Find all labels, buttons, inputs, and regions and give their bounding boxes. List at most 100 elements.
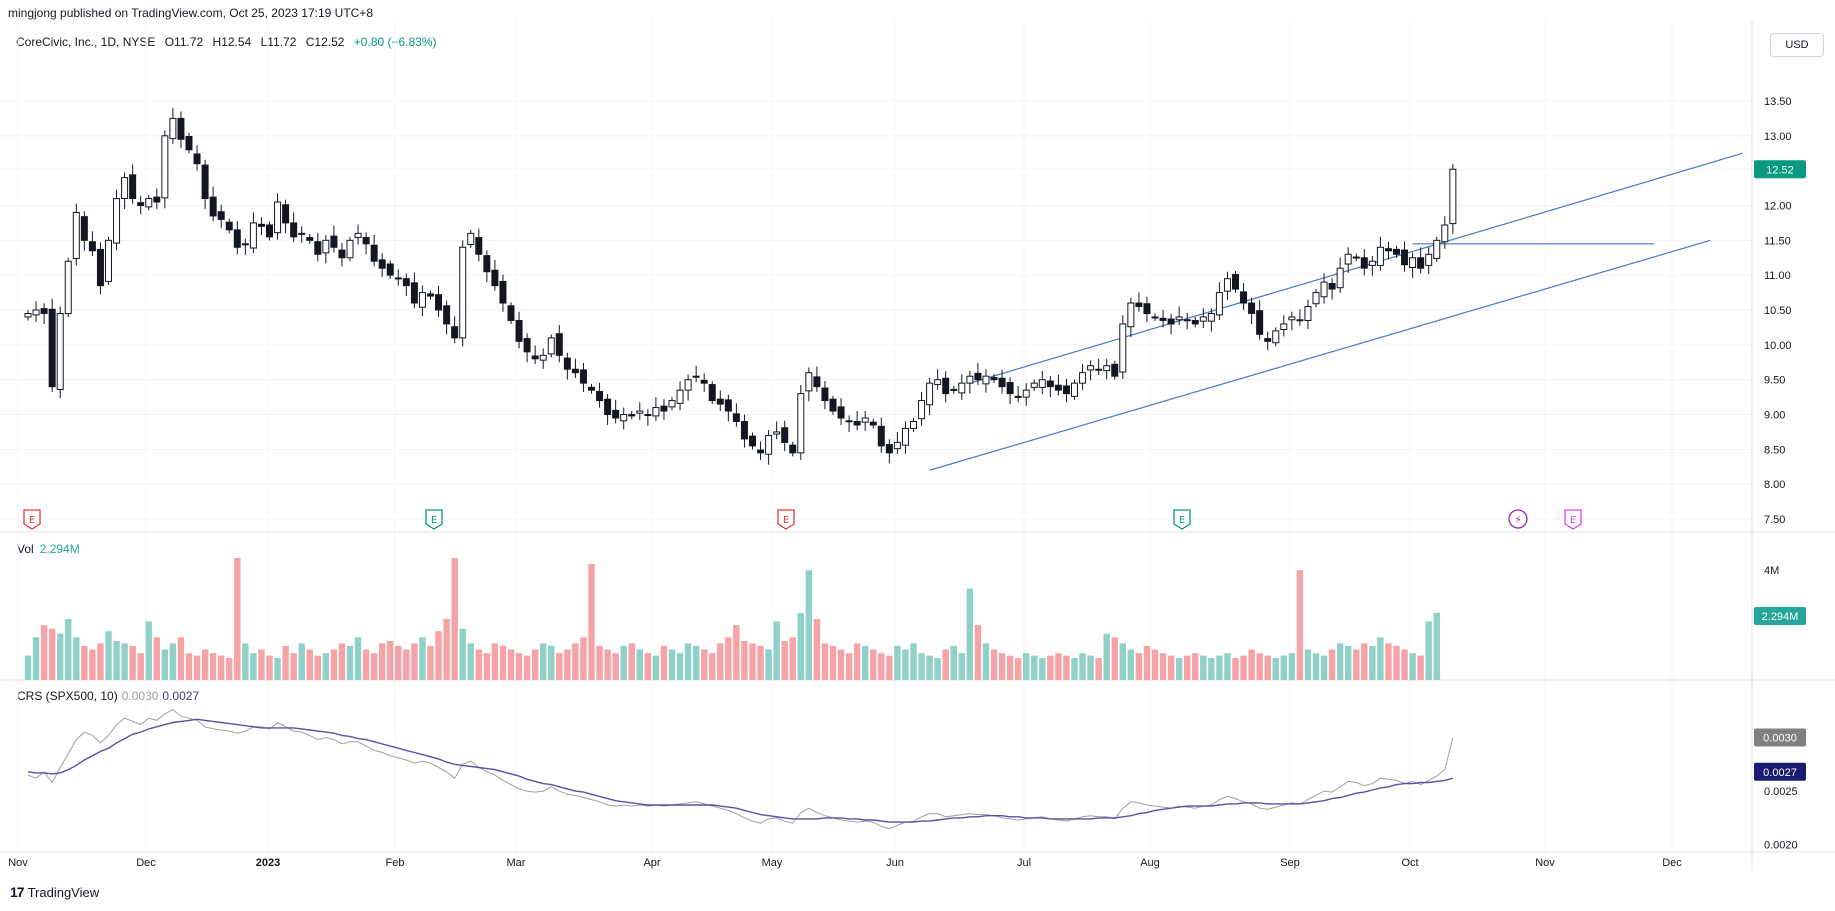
volume-bar (1103, 633, 1110, 680)
volume-bar (113, 640, 120, 680)
currency-button[interactable]: USD (1770, 33, 1824, 57)
candle-body (1183, 319, 1191, 322)
volume-bar (266, 655, 273, 680)
volume-bar (483, 653, 491, 680)
volume-bar (209, 653, 217, 680)
candle-body (233, 229, 241, 248)
candle (1095, 358, 1103, 376)
channel-upper (969, 152, 1743, 384)
candle (169, 107, 177, 144)
candle-body (427, 293, 434, 297)
candle-body (459, 246, 467, 339)
candle (684, 374, 692, 401)
candle (1360, 249, 1368, 276)
volume-bar (636, 649, 643, 680)
candle-body (692, 375, 700, 378)
candle-body (1071, 382, 1078, 397)
candle (620, 407, 628, 430)
candle-body (563, 357, 571, 370)
event-label: E (783, 515, 789, 526)
price-tick-label: 11.50 (1764, 235, 1791, 247)
volume-bar (427, 645, 434, 680)
volume-bar (829, 645, 837, 680)
volume-bar (1264, 655, 1271, 680)
candle (942, 371, 950, 403)
candle-body (314, 241, 322, 255)
candle (306, 234, 314, 244)
volume-bar (1304, 649, 1312, 680)
candle (354, 224, 362, 245)
volume-bar (1232, 658, 1239, 680)
candle (249, 212, 257, 254)
candle-body (628, 414, 636, 417)
candle (56, 306, 64, 399)
volume-bar (379, 643, 386, 680)
candle-body (596, 391, 604, 402)
volume-bar (57, 633, 64, 680)
candle-body (298, 232, 306, 235)
candle-body (322, 239, 330, 254)
crs-raw-line (27, 709, 1454, 830)
earnings-icon (23, 509, 41, 530)
tradingview-logo[interactable]: 17 TradingView (10, 884, 99, 900)
candle-body (1441, 224, 1449, 243)
candle-body (523, 338, 531, 353)
volume-bar (797, 612, 804, 680)
candle (1038, 370, 1046, 395)
candle-body (1280, 323, 1288, 331)
candle-body (1014, 395, 1022, 398)
candle-body (974, 372, 982, 381)
candle (571, 358, 579, 378)
volume-bar (990, 649, 998, 680)
candle-body (901, 427, 909, 446)
candle (1256, 300, 1264, 340)
candle-body (853, 420, 861, 426)
volume-axis-tick: 4M (1764, 565, 1779, 577)
candle (225, 218, 233, 234)
candle-body (1336, 267, 1344, 289)
candle-body (797, 393, 805, 454)
candle (386, 260, 394, 279)
symbol-label[interactable]: CoreCivic, Inc., 1D, NYSE (16, 35, 156, 49)
volume-label[interactable]: Vol (17, 542, 34, 556)
candle (901, 421, 909, 454)
crs-label[interactable]: CRS (SPX500, 10) (17, 689, 118, 703)
candle-body (612, 409, 620, 419)
volume-bar (1320, 655, 1328, 680)
candle-body (64, 260, 72, 314)
candle-body (1401, 249, 1409, 266)
candle (1215, 282, 1223, 321)
candle-body (1409, 257, 1417, 269)
volume-bar (1143, 645, 1151, 680)
candle-body (1320, 281, 1328, 298)
candle (1151, 313, 1159, 322)
candle-body (861, 417, 869, 423)
candle-body (274, 201, 282, 234)
volume-bar (821, 643, 829, 680)
volume-bar (1312, 653, 1320, 680)
volume-bar (572, 643, 579, 680)
candles (24, 107, 1457, 465)
candle (1103, 358, 1111, 380)
event-label: E (29, 515, 35, 526)
volume-bar (523, 655, 531, 680)
candle (853, 411, 861, 431)
earnings-icon (425, 509, 443, 530)
candle (596, 382, 604, 408)
volume-bar (1192, 653, 1199, 680)
candle (555, 324, 563, 363)
candle-body (676, 389, 684, 404)
volume-bar (1071, 658, 1078, 680)
candle (668, 397, 676, 411)
candle-body (1433, 239, 1441, 259)
volume-bar (733, 625, 740, 680)
volume-bar (741, 640, 748, 680)
candle-body (1312, 292, 1320, 305)
volume-bar (1039, 658, 1046, 680)
candle (330, 225, 338, 253)
candle-body (483, 255, 491, 273)
volume-bar (1361, 643, 1368, 680)
candle (1288, 311, 1296, 331)
volume-bar (757, 645, 764, 680)
